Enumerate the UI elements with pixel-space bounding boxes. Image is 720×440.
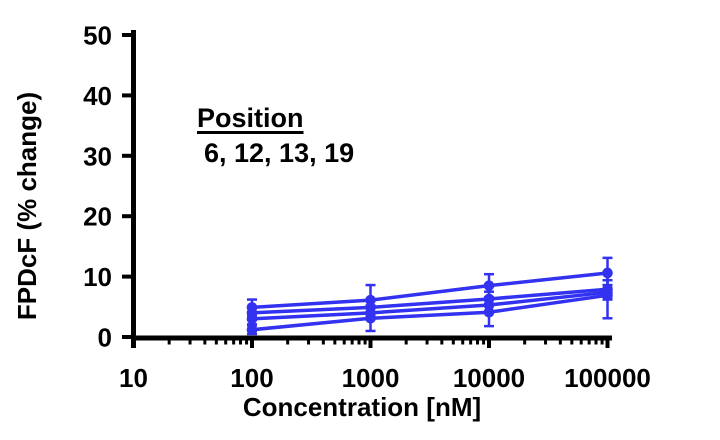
y-tick-label: 30 bbox=[83, 141, 112, 171]
x-tick-label: 100000 bbox=[564, 363, 651, 393]
x-tick-label: 100 bbox=[230, 363, 273, 393]
x-tick-label: 10000 bbox=[453, 363, 525, 393]
data-point bbox=[246, 324, 258, 336]
x-axis-title: Concentration [nM] bbox=[242, 392, 482, 422]
data-point bbox=[365, 294, 376, 306]
data-point bbox=[483, 280, 495, 291]
series-line bbox=[251, 290, 608, 321]
data-point bbox=[602, 290, 613, 301]
series-line bbox=[251, 287, 608, 315]
data-point bbox=[602, 267, 613, 279]
y-tick-label: 0 bbox=[98, 323, 112, 353]
y-tick-label: 20 bbox=[83, 202, 112, 232]
data-point bbox=[365, 312, 376, 324]
series-line bbox=[251, 293, 608, 332]
y-tick-label: 50 bbox=[83, 21, 112, 51]
annotation-values: 6, 12, 13, 19 bbox=[204, 138, 355, 168]
annotation: Position 6, 12, 13, 19 bbox=[197, 101, 354, 171]
annotation-title: Position bbox=[197, 103, 304, 133]
x-tick-label: 10 bbox=[119, 363, 148, 393]
data-point bbox=[483, 299, 495, 311]
y-tick-label: 40 bbox=[83, 81, 112, 111]
data-point bbox=[246, 313, 258, 325]
y-tick-label: 10 bbox=[83, 262, 112, 292]
y-axis-title: FPDcF (% change) bbox=[12, 91, 42, 321]
x-tick-label: 1000 bbox=[342, 363, 400, 393]
series-line bbox=[251, 271, 608, 310]
data-point bbox=[483, 306, 495, 318]
